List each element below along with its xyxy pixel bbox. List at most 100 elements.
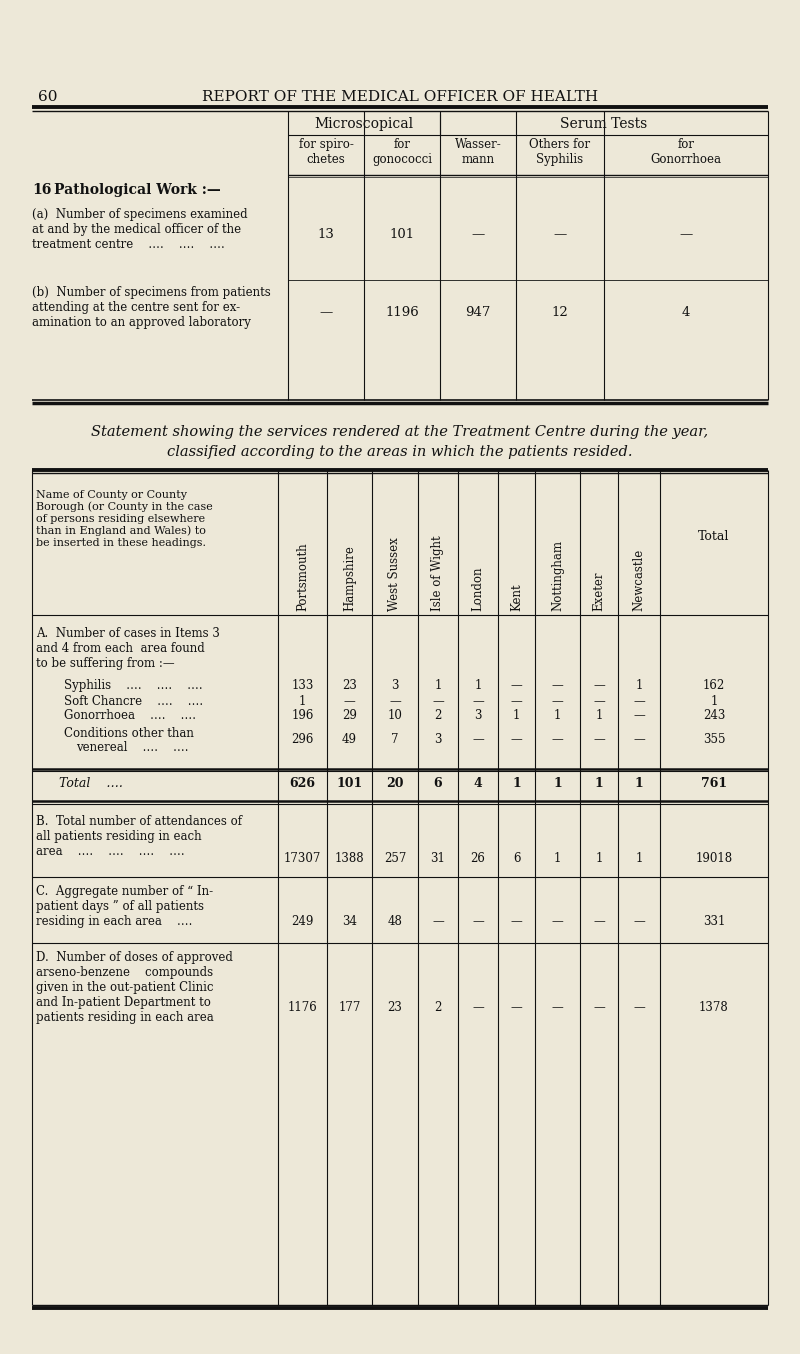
Text: Nottingham: Nottingham xyxy=(551,540,564,611)
Text: —: — xyxy=(593,915,605,927)
Text: 2: 2 xyxy=(434,709,442,722)
Text: 257: 257 xyxy=(384,852,406,865)
Text: 331: 331 xyxy=(703,915,725,927)
Text: 1378: 1378 xyxy=(699,1001,729,1014)
Text: 60: 60 xyxy=(38,89,58,104)
Text: —: — xyxy=(552,915,563,927)
Text: Conditions other than: Conditions other than xyxy=(64,727,194,741)
Text: Others for
Syphilis: Others for Syphilis xyxy=(530,138,590,167)
Text: Newcastle: Newcastle xyxy=(633,548,646,611)
Text: —: — xyxy=(319,306,333,320)
Text: —: — xyxy=(472,1001,484,1014)
Text: 12: 12 xyxy=(552,306,568,320)
Text: 16: 16 xyxy=(32,183,51,196)
Text: Total    ….: Total …. xyxy=(59,777,123,789)
Text: West Sussex: West Sussex xyxy=(389,538,402,611)
Text: —: — xyxy=(510,678,522,692)
Text: 761: 761 xyxy=(701,777,727,789)
Text: 249: 249 xyxy=(291,915,314,927)
Text: —: — xyxy=(552,678,563,692)
Text: —: — xyxy=(554,227,566,241)
Text: —: — xyxy=(633,709,645,722)
Text: for
Gonorrhoea: for Gonorrhoea xyxy=(650,138,722,167)
Text: Exeter: Exeter xyxy=(593,571,606,611)
Text: —: — xyxy=(510,915,522,927)
Text: 355: 355 xyxy=(702,733,726,746)
Text: 49: 49 xyxy=(342,733,357,746)
Text: —: — xyxy=(510,1001,522,1014)
Text: 3: 3 xyxy=(474,709,482,722)
Text: —: — xyxy=(593,695,605,708)
Text: Total: Total xyxy=(698,529,730,543)
Text: Hampshire: Hampshire xyxy=(343,546,356,611)
Text: 2: 2 xyxy=(434,1001,442,1014)
Text: —: — xyxy=(552,733,563,746)
Text: 1: 1 xyxy=(595,709,602,722)
Text: 6: 6 xyxy=(434,777,442,789)
Text: —: — xyxy=(552,695,563,708)
Text: 34: 34 xyxy=(342,915,357,927)
Text: 133: 133 xyxy=(291,678,314,692)
Text: —: — xyxy=(472,733,484,746)
Text: 947: 947 xyxy=(466,306,490,320)
Text: 3: 3 xyxy=(434,733,442,746)
Text: 196: 196 xyxy=(291,709,314,722)
Text: 101: 101 xyxy=(336,777,362,789)
Text: 1176: 1176 xyxy=(288,1001,318,1014)
Text: 1: 1 xyxy=(594,777,603,789)
Text: 23: 23 xyxy=(387,1001,402,1014)
Text: 17307: 17307 xyxy=(284,852,321,865)
Text: —: — xyxy=(432,695,444,708)
Text: —: — xyxy=(679,227,693,241)
Text: 10: 10 xyxy=(387,709,402,722)
Text: 296: 296 xyxy=(291,733,314,746)
Text: Pathological Work :—: Pathological Work :— xyxy=(54,183,221,196)
Text: Microscopical: Microscopical xyxy=(314,116,414,131)
Text: 1: 1 xyxy=(710,695,718,708)
Text: —: — xyxy=(472,695,484,708)
Text: —: — xyxy=(593,1001,605,1014)
Text: —: — xyxy=(552,1001,563,1014)
Text: Kent: Kent xyxy=(510,584,523,611)
Text: (b)  Number of specimens from patients
attending at the centre sent for ex-
amin: (b) Number of specimens from patients at… xyxy=(32,286,270,329)
Text: —: — xyxy=(633,695,645,708)
Text: 243: 243 xyxy=(703,709,725,722)
Text: Soft Chancre    ….    ….: Soft Chancre …. …. xyxy=(64,695,203,708)
Text: 1: 1 xyxy=(634,777,643,789)
Text: for
gonococci: for gonococci xyxy=(372,138,432,167)
Text: —: — xyxy=(344,695,355,708)
Text: 13: 13 xyxy=(318,227,334,241)
Text: Wasser-
mann: Wasser- mann xyxy=(454,138,502,167)
Text: —: — xyxy=(510,695,522,708)
Text: 1: 1 xyxy=(434,678,442,692)
Text: 177: 177 xyxy=(338,1001,361,1014)
Text: Syphilis    ….    ….    ….: Syphilis …. …. …. xyxy=(64,678,202,692)
Text: 1: 1 xyxy=(635,678,642,692)
Text: 1: 1 xyxy=(554,709,561,722)
Text: 31: 31 xyxy=(430,852,446,865)
Text: —: — xyxy=(471,227,485,241)
Text: 7: 7 xyxy=(391,733,398,746)
Text: Serum Tests: Serum Tests xyxy=(560,116,648,131)
Text: —: — xyxy=(633,733,645,746)
Text: A.  Number of cases in Items 3
and 4 from each  area found
to be suffering from : A. Number of cases in Items 3 and 4 from… xyxy=(36,627,220,670)
Text: B.  Total number of attendances of
all patients residing in each
area    ….    …: B. Total number of attendances of all pa… xyxy=(36,815,242,858)
Text: 1: 1 xyxy=(299,695,306,708)
Text: 48: 48 xyxy=(387,915,402,927)
Text: 3: 3 xyxy=(391,678,398,692)
Text: Gonorrhoea    ….    ….: Gonorrhoea …. …. xyxy=(64,709,196,722)
Text: venereal    ….    ….: venereal …. …. xyxy=(76,741,189,754)
Text: —: — xyxy=(510,733,522,746)
Text: Portsmouth: Portsmouth xyxy=(296,543,309,611)
Text: 23: 23 xyxy=(342,678,357,692)
Text: D.  Number of doses of approved
arseno-benzene    compounds
given in the out-pat: D. Number of doses of approved arseno-be… xyxy=(36,951,233,1024)
Text: 6: 6 xyxy=(513,852,520,865)
Text: —: — xyxy=(633,915,645,927)
Text: classified according to the areas in which the patients resided.: classified according to the areas in whi… xyxy=(167,445,633,459)
Text: 4: 4 xyxy=(682,306,690,320)
Text: Statement showing the services rendered at the Treatment Centre during the year,: Statement showing the services rendered … xyxy=(91,425,709,439)
Text: —: — xyxy=(389,695,401,708)
Text: 1: 1 xyxy=(595,852,602,865)
Text: C.  Aggregate number of “ In-
patient days ” of all patients
residing in each ar: C. Aggregate number of “ In- patient day… xyxy=(36,886,213,927)
Text: REPORT OF THE MEDICAL OFFICER OF HEALTH: REPORT OF THE MEDICAL OFFICER OF HEALTH xyxy=(202,89,598,104)
